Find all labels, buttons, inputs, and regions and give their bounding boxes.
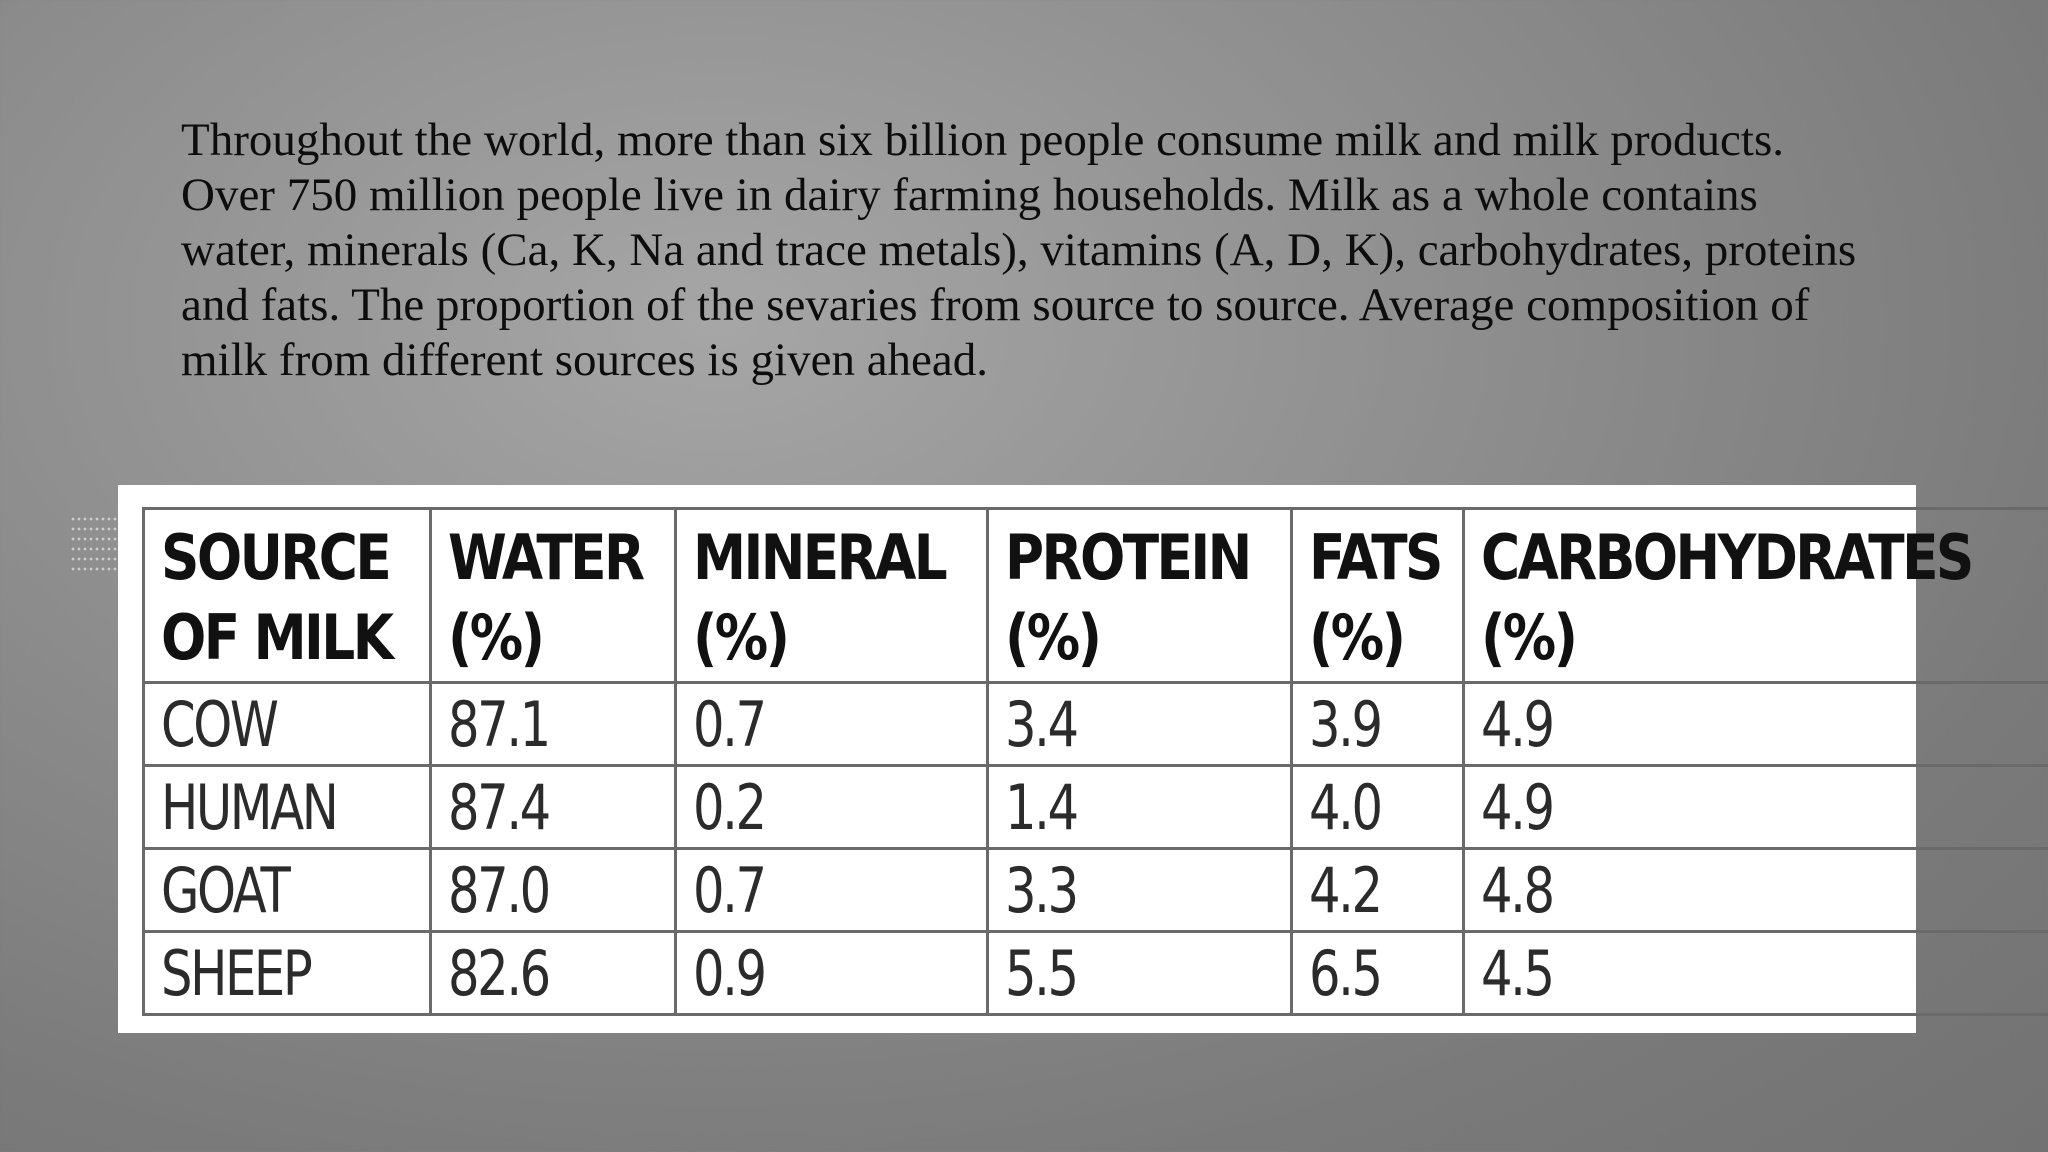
- header-fats: FATS (%): [1289, 507, 1466, 684]
- table-row: GOAT 87.0 0.7 3.3 4.2 4.8: [142, 847, 2048, 933]
- table-cell: 4.2: [1289, 847, 1466, 933]
- table-cell: 4.0: [1289, 764, 1466, 850]
- table-cell: HUMAN: [142, 764, 432, 850]
- table-cell: 4.9: [1462, 681, 2048, 767]
- table-row: HUMAN 87.4 0.2 1.4 4.0 4.9: [142, 764, 2048, 850]
- table-cell: 1.4: [986, 764, 1293, 850]
- table-cell: 5.5: [986, 930, 1293, 1016]
- table-cell: 3.9: [1289, 681, 1466, 767]
- table-cell: 0.7: [674, 681, 990, 767]
- table-cell: SHEEP: [142, 930, 432, 1016]
- header-protein: PROTEIN (%): [986, 507, 1293, 684]
- table-cell: 87.0: [428, 847, 678, 933]
- table-cell: 0.7: [674, 847, 990, 933]
- table-cell: 3.3: [986, 847, 1293, 933]
- header-water: WATER (%): [428, 507, 678, 684]
- decorative-dot-grid: [70, 514, 118, 574]
- table-cell: 82.6: [428, 930, 678, 1016]
- table-cell: 0.9: [674, 930, 990, 1016]
- table-row: COW 87.1 0.7 3.4 3.9 4.9: [142, 681, 2048, 767]
- table-cell: 87.1: [428, 681, 678, 767]
- table-cell: 4.9: [1462, 764, 2048, 850]
- table-row: SHEEP 82.6 0.9 5.5 6.5 4.5: [142, 930, 2048, 1016]
- table-cell: 0.2: [674, 764, 990, 850]
- header-carbohydrates: CARBOHYDRATES (%): [1462, 507, 2048, 684]
- table-cell: COW: [142, 681, 432, 767]
- table-cell: 87.4: [428, 764, 678, 850]
- table-cell: 3.4: [986, 681, 1293, 767]
- header-source: SOURCE OF MILK: [142, 507, 432, 684]
- milk-composition-table: SOURCE OF MILK WATER (%) MINERAL (%) PROTEI…: [142, 507, 2048, 1016]
- table-cell: 4.8: [1462, 847, 2048, 933]
- table-header-row: SOURCE OF MILK WATER (%) MINERAL (%) PROTEI…: [142, 507, 2048, 684]
- intro-paragraph: Throughout the world, more than six bill…: [181, 114, 1857, 386]
- header-mineral: MINERAL (%): [674, 507, 990, 684]
- table-cell: 6.5: [1289, 930, 1466, 1016]
- table-cell: GOAT: [142, 847, 432, 933]
- milk-composition-table-card: SOURCE OF MILK WATER (%) MINERAL (%) PROTEI…: [118, 485, 2048, 1033]
- table-cell: 4.5: [1462, 930, 2048, 1016]
